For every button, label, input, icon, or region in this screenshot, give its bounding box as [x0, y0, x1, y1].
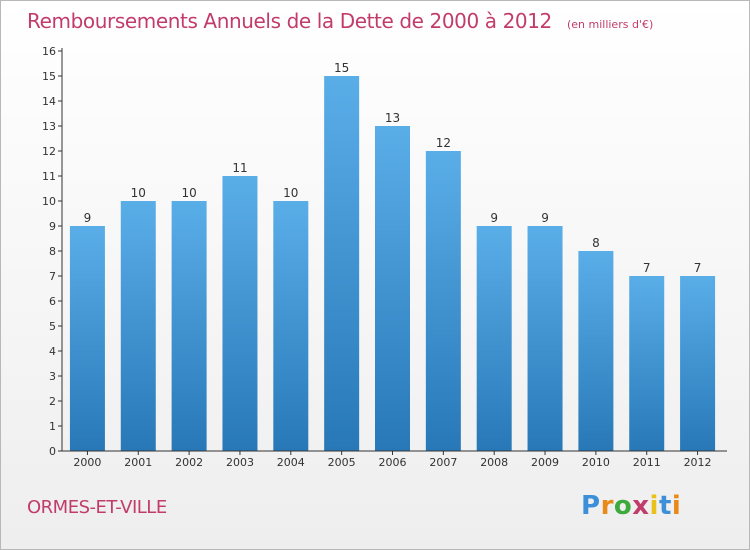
logo-letter: i [649, 491, 659, 521]
x-tick-label-2000: 2000 [73, 456, 101, 469]
x-tick-label-2010: 2010 [582, 456, 610, 469]
y-tick-label-5: 5 [49, 320, 56, 333]
value-label-2011: 7 [643, 261, 651, 275]
y-tick-label-0: 0 [49, 445, 56, 458]
bar-2005 [324, 76, 360, 451]
x-tick-label-2008: 2008 [480, 456, 508, 469]
x-tick-label-2002: 2002 [175, 456, 203, 469]
value-label-2010: 8 [592, 236, 600, 250]
y-tick-label-2: 2 [49, 395, 56, 408]
x-tick-label-2003: 2003 [226, 456, 254, 469]
bar-2001 [120, 201, 156, 451]
x-tick-label-2011: 2011 [633, 456, 661, 469]
logo-letter: i [671, 491, 682, 521]
value-label-2005: 15 [334, 61, 349, 75]
value-label-2004: 10 [283, 186, 298, 200]
value-label-2003: 11 [232, 161, 247, 175]
title-row: Remboursements Annuels de la Dette de 20… [27, 9, 653, 33]
x-tick-label-2012: 2012 [684, 456, 712, 469]
bar-2006 [375, 126, 410, 451]
logo-letter: P [581, 491, 601, 521]
y-tick-label-13: 13 [42, 120, 56, 133]
bar-2000 [69, 226, 105, 451]
y-tick-label-12: 12 [42, 145, 56, 158]
y-tick-label-6: 6 [49, 295, 56, 308]
y-tick-label-16: 16 [42, 45, 56, 58]
chart-subtitle: (en milliers d'€) [566, 18, 654, 31]
logo-letter: t [658, 491, 672, 521]
bar-2004 [273, 201, 309, 451]
value-label-2007: 12 [436, 136, 451, 150]
value-label-2006: 13 [385, 111, 400, 125]
bar-2003 [222, 176, 258, 451]
y-tick-label-15: 15 [42, 70, 56, 83]
value-label-2002: 10 [181, 186, 196, 200]
y-tick-label-7: 7 [49, 270, 56, 283]
x-tick-label-2001: 2001 [124, 456, 152, 469]
x-tick-label-2005: 2005 [328, 456, 356, 469]
y-tick-label-4: 4 [49, 345, 56, 358]
y-tick-label-8: 8 [49, 245, 56, 258]
bar-2011 [629, 276, 665, 451]
bar-2012 [680, 276, 716, 451]
proxiti-logo: Proxiti [581, 491, 681, 521]
axis-layer: 2000 2001 2002 2003 2004 2005 2006 2007 2008 2009… [42, 45, 727, 469]
bar-2002 [171, 201, 207, 451]
x-tick-label-2009: 2009 [531, 456, 559, 469]
logo-letter: x [632, 491, 650, 521]
x-tick-label-2004: 2004 [277, 456, 305, 469]
logo-letter: r [600, 491, 614, 521]
logo-letter: o [613, 491, 633, 521]
value-label-2009: 9 [541, 211, 549, 225]
bar-2008 [476, 226, 512, 451]
chart-title: Remboursements Annuels de la Dette de 20… [27, 9, 552, 33]
y-tick-label-10: 10 [42, 195, 56, 208]
value-label-2000: 9 [84, 211, 92, 225]
commune-name: ORMES-ET-VILLE [27, 497, 167, 518]
bars-layer: 9 10 10 11 10 15 13 12 9 9 8 7 7 [69, 61, 716, 451]
value-label-2001: 10 [131, 186, 146, 200]
bar-2007 [425, 151, 461, 451]
value-label-2008: 9 [490, 211, 498, 225]
x-tick-label-2006: 2006 [379, 456, 407, 469]
bar-2009 [527, 226, 563, 451]
x-tick-label-2007: 2007 [429, 456, 457, 469]
y-tick-label-11: 11 [42, 170, 56, 183]
y-tick-label-14: 14 [42, 95, 56, 108]
bar-2010 [578, 251, 614, 451]
value-label-2012: 7 [694, 261, 702, 275]
y-tick-label-1: 1 [49, 420, 56, 433]
y-tick-label-3: 3 [49, 370, 56, 383]
y-tick-label-9: 9 [49, 220, 56, 233]
